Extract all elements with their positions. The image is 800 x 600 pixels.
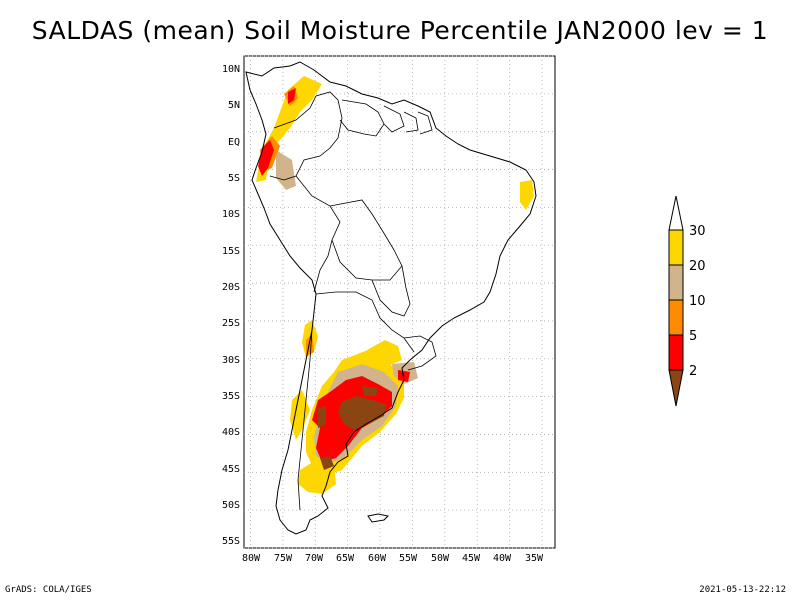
lat-label: 5N xyxy=(228,100,240,111)
footer-timestamp: 2021-05-13-22:12 xyxy=(699,585,786,595)
lon-label: 60W xyxy=(368,553,387,564)
lat-label: EQ xyxy=(228,137,240,148)
lon-label: 40W xyxy=(493,553,512,564)
lon-label: 35W xyxy=(525,553,544,564)
lat-label: 10N xyxy=(222,64,240,75)
legend-cap-bottom xyxy=(668,369,684,407)
longitude-labels: 80W 75W 70W 65W 60W 55W 50W 45W 40W 35W xyxy=(242,553,544,564)
lon-label: 70W xyxy=(305,553,324,564)
lat-label: 25S xyxy=(222,318,240,329)
lat-label: 5S xyxy=(228,173,240,184)
legend-swatch-2-5 xyxy=(668,334,684,371)
lon-label: 50W xyxy=(431,553,450,564)
lon-label: 65W xyxy=(336,553,355,564)
shading-below-2 xyxy=(318,386,386,470)
lon-label: 45W xyxy=(462,553,481,564)
lat-label: 20S xyxy=(222,282,240,293)
legend-label: 20 xyxy=(689,259,706,274)
lat-label: 55S xyxy=(222,536,240,547)
lat-label: 50S xyxy=(222,500,240,511)
lat-label: 35S xyxy=(222,391,240,402)
lon-label: 55W xyxy=(399,553,418,564)
legend-cap-top xyxy=(668,195,684,231)
latitude-labels: 10N 5N EQ 5S 10S 15S 20S 25S 30S 35S 40S… xyxy=(222,64,240,547)
lat-label: 45S xyxy=(222,464,240,475)
lat-label: 15S xyxy=(222,246,240,257)
legend-label: 30 xyxy=(689,224,706,239)
south-america-coastline xyxy=(245,61,537,535)
lat-label: 30S xyxy=(222,355,240,366)
map-title: SALDAS (mean) Soil Moisture Percentile J… xyxy=(31,16,769,45)
map-frame xyxy=(243,55,556,549)
lon-label: 80W xyxy=(242,553,261,564)
lat-label: 40S xyxy=(222,427,240,438)
legend-label: 2 xyxy=(689,364,697,379)
footer-credit: GrADS: COLA/IGES xyxy=(5,585,92,595)
legend-label: 10 xyxy=(689,294,706,309)
lon-label: 75W xyxy=(274,553,293,564)
falkland-islands xyxy=(367,513,390,523)
lat-label: 10S xyxy=(222,209,240,220)
legend-swatch-10-20 xyxy=(668,264,684,301)
country-borders xyxy=(269,91,437,511)
legend-swatch-5-10 xyxy=(668,299,684,336)
color-legend: 30 20 10 5 2 xyxy=(668,195,706,407)
legend-swatch-20-30 xyxy=(668,229,684,266)
legend-label: 5 xyxy=(689,329,697,344)
